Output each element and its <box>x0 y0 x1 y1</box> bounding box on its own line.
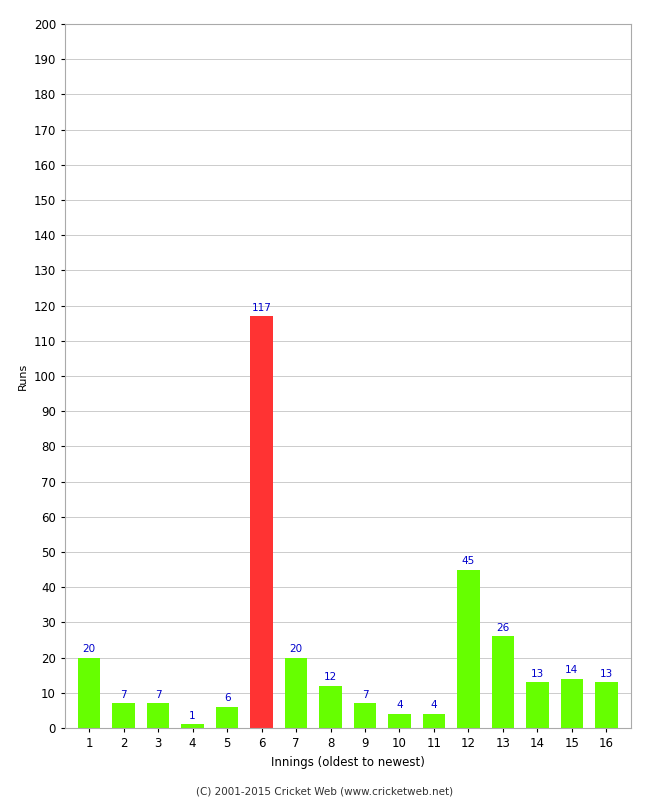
Text: 20: 20 <box>83 644 96 654</box>
Text: 4: 4 <box>396 701 403 710</box>
Text: 13: 13 <box>600 669 613 678</box>
Text: 1: 1 <box>189 711 196 721</box>
Bar <box>78 658 100 728</box>
Text: 20: 20 <box>289 644 303 654</box>
Text: 6: 6 <box>224 694 230 703</box>
Bar <box>285 658 307 728</box>
Bar <box>561 678 583 728</box>
Bar <box>457 570 480 728</box>
Text: 7: 7 <box>155 690 161 700</box>
Bar <box>147 703 169 728</box>
Bar <box>422 714 445 728</box>
Bar <box>216 707 239 728</box>
Text: 7: 7 <box>120 690 127 700</box>
Bar <box>250 316 273 728</box>
Bar <box>595 682 617 728</box>
Bar <box>319 686 342 728</box>
Text: 45: 45 <box>462 556 475 566</box>
Text: 117: 117 <box>252 302 272 313</box>
Bar <box>181 725 204 728</box>
Y-axis label: Runs: Runs <box>18 362 28 390</box>
Text: (C) 2001-2015 Cricket Web (www.cricketweb.net): (C) 2001-2015 Cricket Web (www.cricketwe… <box>196 786 454 796</box>
Text: 12: 12 <box>324 672 337 682</box>
Bar <box>526 682 549 728</box>
Text: 26: 26 <box>497 623 510 633</box>
Bar <box>354 703 376 728</box>
X-axis label: Innings (oldest to newest): Innings (oldest to newest) <box>271 755 424 769</box>
Text: 4: 4 <box>431 701 437 710</box>
Text: 13: 13 <box>531 669 544 678</box>
Text: 14: 14 <box>566 666 578 675</box>
Bar <box>112 703 135 728</box>
Bar <box>388 714 411 728</box>
Bar <box>491 637 514 728</box>
Text: 7: 7 <box>361 690 369 700</box>
